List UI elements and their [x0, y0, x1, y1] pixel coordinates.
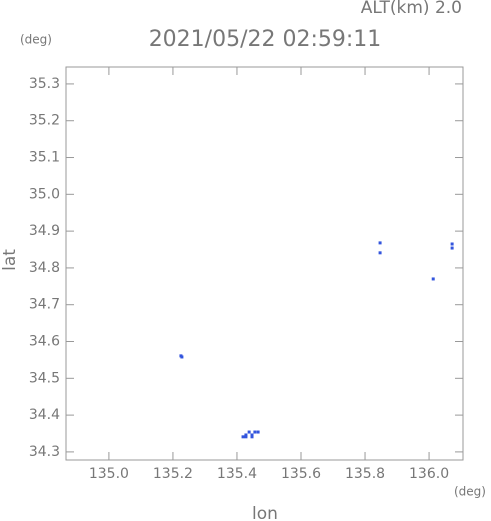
- point: [250, 435, 254, 439]
- y-tick-label: 34.6: [29, 334, 60, 350]
- point: [378, 251, 382, 255]
- x-axis-label: lon: [252, 504, 278, 521]
- y-tick-label: 34.5: [29, 370, 60, 386]
- y-axis-label: lat: [0, 249, 20, 271]
- x-tick-label: 135.6: [281, 466, 321, 482]
- y-tick-label: 34.8: [29, 260, 60, 276]
- point: [241, 435, 245, 439]
- chart-title: 2021/05/22 02:59:11: [149, 27, 382, 52]
- y-tick-label: 35.2: [29, 113, 60, 129]
- y-tick-label: 34.3: [29, 444, 60, 460]
- y-tick-label: 35.1: [29, 150, 60, 166]
- y-tick-label: 35.0: [29, 186, 60, 202]
- point: [250, 433, 254, 437]
- point: [450, 242, 454, 246]
- x-tick-label: 135.0: [89, 466, 129, 482]
- point: [180, 355, 184, 359]
- altitude-label: ALT(km) 2.0: [361, 0, 462, 18]
- x-tick-label: 136.0: [409, 466, 449, 482]
- y-tick-label: 35.3: [29, 76, 60, 92]
- y-tick-label: 34.4: [29, 407, 60, 423]
- plot-frame: [65, 66, 464, 461]
- x-tick-label: 135.8: [345, 466, 385, 482]
- point: [431, 277, 435, 281]
- y-tick-label: 34.9: [29, 223, 60, 239]
- point: [256, 430, 260, 434]
- y-unit: (deg): [20, 33, 52, 47]
- point: [378, 241, 382, 245]
- x-tick-label: 135.2: [153, 466, 193, 482]
- point: [247, 430, 251, 434]
- x-unit: (deg): [454, 485, 486, 499]
- x-tick-label: 135.4: [217, 466, 257, 482]
- point: [253, 430, 257, 434]
- point: [244, 433, 248, 437]
- point: [244, 435, 248, 439]
- point: [450, 246, 454, 250]
- y-tick-label: 34.7: [29, 297, 60, 313]
